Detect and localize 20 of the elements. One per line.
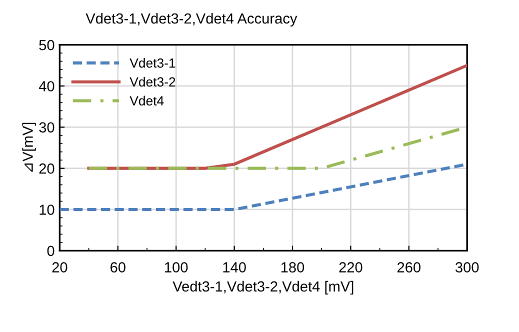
x-tick-label: 140 — [223, 262, 246, 272]
x-tick-label: 180 — [281, 262, 304, 272]
legend-label: Vdet3-2 — [130, 76, 176, 87]
x-axis-title: Vedt3-1,Vdet3-2,Vdet4 [mV] — [172, 280, 354, 295]
x-tick-label: 220 — [339, 262, 362, 272]
y-tick-label: 50 — [39, 40, 54, 50]
legend-label: Vdet4 — [130, 96, 164, 106]
x-tick-label: 100 — [165, 262, 188, 272]
x-tick-label: 60 — [110, 262, 126, 272]
y-tick-label: 40 — [38, 81, 54, 92]
y-tick-label: 20 — [39, 163, 54, 174]
legend-label: Vdet3-1 — [130, 58, 176, 68]
y-tick-label: 10 — [40, 204, 54, 215]
chart-title: Vdet3-1,Vdet3-2,Vdet4 Accuracy — [86, 12, 298, 27]
x-tick-label: 20 — [52, 262, 68, 272]
x-tick-label: 260 — [397, 262, 420, 272]
y-tick-label: 30 — [39, 122, 54, 133]
y-axis-title: ⊿V[mV] — [22, 122, 36, 172]
y-tick-label: 0 — [47, 246, 54, 256]
x-tick-label: 300 — [455, 262, 479, 272]
